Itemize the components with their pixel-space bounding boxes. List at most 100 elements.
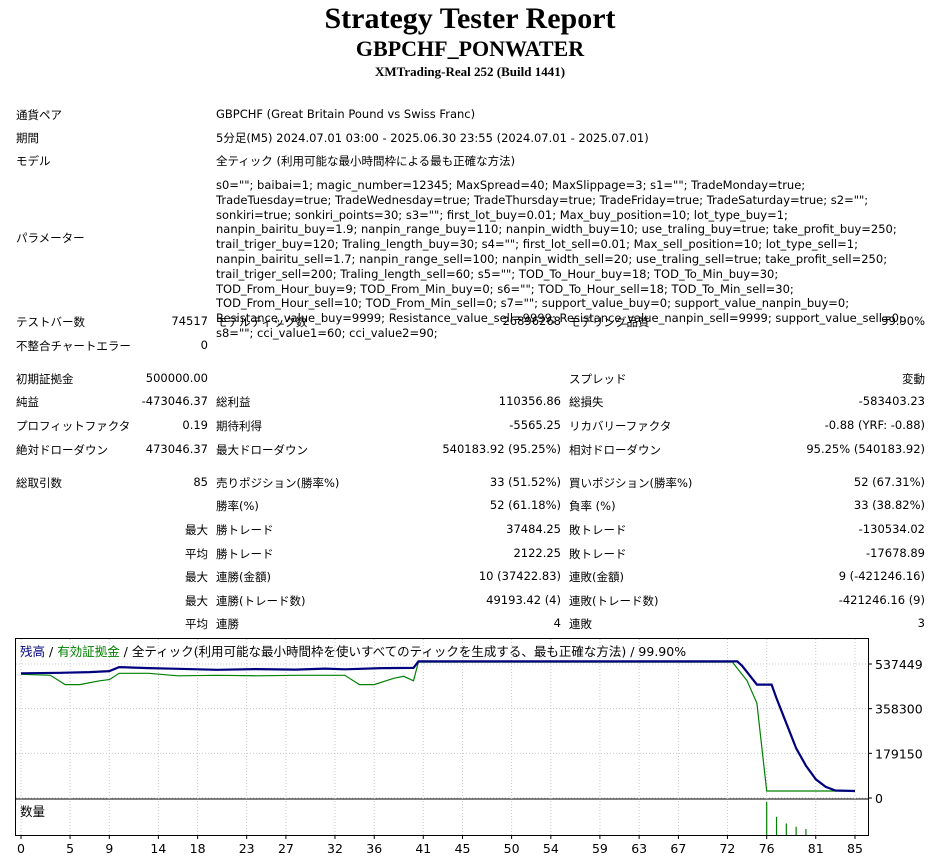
x-tick-label: 85	[847, 841, 863, 856]
max-consecutive-count-row-label: 最大	[185, 594, 208, 608]
average-consecutive-row-label: 平均	[185, 617, 208, 631]
test-bars-value: 74517	[171, 314, 208, 328]
period-value: 5分足(M5) 2024.07.01 03:00 - 2025.06.30 23…	[216, 131, 649, 145]
average-row-label: 平均	[185, 547, 208, 561]
volume-label: 数量	[20, 804, 45, 819]
largest-profit-trade-value: 37484.25	[506, 522, 561, 536]
gross-loss-value: -583403.23	[858, 394, 925, 408]
max-consecutive-losses-label: 連敗(金額)	[569, 570, 624, 584]
largest-profit-trade-label: 勝トレード	[216, 523, 274, 537]
legend-separator: /	[45, 644, 57, 659]
long-positions-value: 52 (67.31%)	[853, 475, 925, 489]
x-tick-label: 14	[150, 841, 166, 856]
max-consecutive-losses-value: 9 (-421246.16)	[838, 569, 925, 583]
symbol-value: GBPCHF (Great Britain Pound vs Swiss Fra…	[216, 107, 476, 121]
largest-row-label: 最大	[185, 523, 208, 537]
loss-trades-label: 負率 (%)	[569, 499, 616, 513]
x-tick-label: 18	[190, 841, 206, 856]
short-positions-label: 売りポジション(勝率%)	[216, 476, 340, 490]
y-tick-label: 358300	[875, 702, 923, 717]
mismatch-errors-label: 不整合チャートエラー	[16, 339, 131, 353]
net-profit-label: 純益	[16, 395, 39, 409]
max-consecutive-wins-label: 連勝(金額)	[216, 570, 271, 584]
mismatch-errors-value: 0	[200, 338, 208, 352]
expected-payoff-label: 期待利得	[216, 419, 262, 433]
ea-name: GBPCHF_PONWATER	[355, 36, 585, 61]
largest-loss-trade-label: 敗トレード	[569, 523, 627, 537]
chart-legend: 残高 / 有効証拠金 / 全ティック(利用可能な最小時間枠を使いすべてのティック…	[20, 644, 686, 659]
legend-balance: 残高	[20, 644, 45, 659]
x-tick-label: 72	[719, 841, 735, 856]
max-consecutive-wins-value: 10 (37422.83)	[478, 569, 561, 583]
x-tick-label: 36	[366, 841, 382, 856]
average-consecutive-losses-label: 連敗	[569, 617, 592, 631]
initial-deposit-value: 500000.00	[145, 371, 208, 385]
legend-model: 全ティック(利用可能な最小時間枠を使いすべてのティックを生成する、最も正確な方法…	[132, 644, 686, 659]
model-ticks-label: モデルティック数	[216, 315, 308, 329]
profit-trades-value: 52 (61.18%)	[489, 498, 561, 512]
parameters-value: s0=""; baibai=1; magic_number=12345; Max…	[216, 178, 903, 340]
modeling-quality-value: 99.90%	[881, 314, 925, 328]
x-tick-label: 41	[415, 841, 431, 856]
x-tick-label: 32	[327, 841, 343, 856]
average-profit-trade-label: 勝トレード	[216, 547, 274, 561]
relative-drawdown-value: 95.25% (540183.92)	[806, 442, 925, 456]
x-tick-label: 59	[592, 841, 608, 856]
maximal-drawdown-label: 最大ドローダウン	[216, 443, 308, 457]
server-info: XMTrading-Real 252 (Build 1441)	[374, 64, 566, 79]
expected-payoff-value: -5565.25	[509, 418, 561, 432]
x-tick-label: 50	[504, 841, 520, 856]
average-profit-trade-value: 2122.25	[513, 546, 561, 560]
max-consecutive-profit-label: 連勝(トレード数)	[216, 594, 306, 608]
y-tick-label: 537449	[875, 657, 923, 672]
largest-loss-trade-value: -130534.02	[858, 522, 925, 536]
long-positions-label: 買いポジション(勝率%)	[569, 476, 693, 490]
x-tick-label: 45	[455, 841, 471, 856]
recovery-factor-label: リカバリーファクタ	[569, 419, 672, 433]
gross-profit-label: 総利益	[216, 395, 251, 409]
balance-line	[20, 660, 856, 793]
gross-profit-value: 110356.86	[498, 394, 561, 408]
max-consecutive-loss-value: -421246.16 (9)	[838, 593, 925, 607]
balance-chart: 残高 / 有効証拠金 / 全ティック(利用可能な最小時間枠を使いすべてのティック…	[15, 638, 923, 856]
spread-label: スプレッド	[569, 372, 627, 386]
total-trades-label: 総取引数	[16, 476, 62, 490]
report-title: Strategy Tester Report	[324, 2, 616, 35]
symbol-label: 通貨ペア	[16, 108, 62, 122]
short-positions-value: 33 (51.52%)	[489, 475, 561, 489]
relative-drawdown-label: 相対ドローダウン	[569, 443, 661, 457]
net-profit-value: -473046.37	[141, 394, 208, 408]
x-tick-label: 0	[17, 841, 25, 856]
max-consecutive-loss-label: 連敗(トレード数)	[569, 594, 659, 608]
profit-factor-label: プロフィットファクタ	[16, 419, 131, 433]
initial-deposit-label: 初期証拠金	[16, 372, 74, 386]
max-consecutive-row-label: 最大	[185, 570, 208, 584]
x-tick-label: 67	[670, 841, 686, 856]
profit-factor-value: 0.19	[182, 418, 208, 432]
loss-trades-value: 33 (38.82%)	[853, 498, 925, 512]
y-tick-label: 179150	[875, 746, 923, 761]
average-consecutive-losses-value: 3	[917, 616, 925, 630]
test-bars-label: テストバー数	[16, 315, 85, 329]
absolute-drawdown-label: 絶対ドローダウン	[16, 443, 108, 457]
x-tick-label: 27	[278, 841, 294, 856]
model-label: モデル	[16, 154, 51, 168]
x-tick-label: 54	[543, 841, 559, 856]
modeling-quality-label: モデリング品質	[569, 315, 650, 329]
legend-separator: /	[120, 644, 132, 659]
equity-line	[20, 661, 855, 792]
average-consecutive-wins-value: 4	[553, 616, 561, 630]
profit-trades-label: 勝率(%)	[216, 499, 259, 513]
x-tick-label: 23	[239, 841, 255, 856]
model-ticks-value: 26896268	[502, 314, 561, 328]
average-loss-trade-value: -17678.89	[865, 546, 925, 560]
average-loss-trade-label: 敗トレード	[569, 547, 627, 561]
absolute-drawdown-value: 473046.37	[145, 442, 208, 456]
x-tick-label: 63	[631, 841, 647, 856]
period-label: 期間	[16, 131, 39, 145]
x-tick-label: 76	[759, 841, 775, 856]
parameters-label: パラメーター	[16, 231, 85, 245]
spread-value: 変動	[902, 372, 925, 386]
total-trades-value: 85	[193, 475, 208, 489]
legend-equity: 有効証拠金	[57, 644, 120, 659]
